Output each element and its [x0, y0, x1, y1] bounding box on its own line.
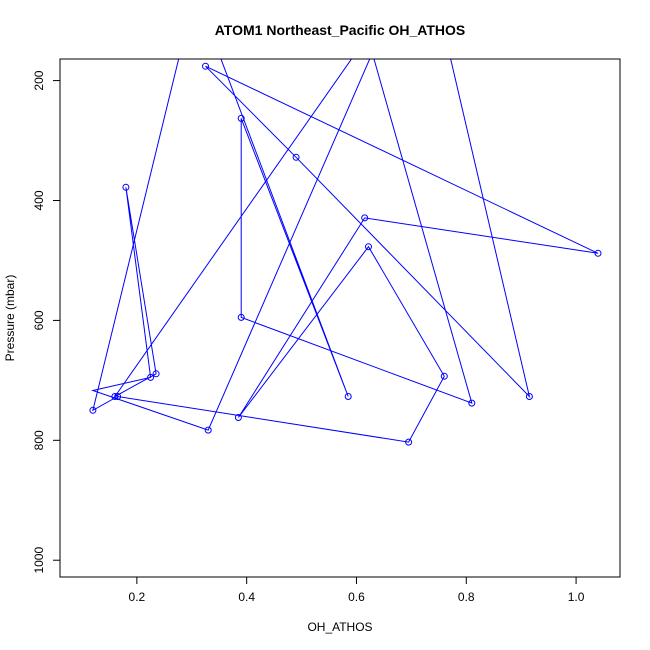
data-point [234, 414, 242, 421]
data-point [365, 243, 372, 251]
y-tick-label: 600 [32, 310, 46, 330]
x-tick-label: 1.0 [568, 590, 585, 604]
data-point [525, 393, 533, 400]
y-tick-label: 400 [32, 190, 46, 210]
data-point [122, 183, 130, 191]
chart-title: ATOM1 Northeast_Pacific OH_ATHOS [215, 22, 466, 38]
data-point [89, 406, 97, 414]
x-tick-label: 0.2 [129, 590, 146, 604]
series-line [91, 59, 599, 443]
data-point [111, 393, 119, 400]
data-point [468, 399, 476, 407]
x-tick-label: 0.6 [348, 590, 365, 604]
data-point [594, 249, 602, 257]
data-point [440, 372, 448, 380]
data-point [405, 438, 413, 446]
data-point [152, 370, 160, 378]
x-tick-label: 0.8 [458, 590, 475, 604]
data-point [147, 373, 155, 381]
data-point [237, 313, 245, 321]
x-axis-label: OH_ATHOS [307, 620, 372, 634]
data-point [361, 214, 369, 222]
axes-layer: 0.2 0.4 0.6 0.8 1.0 200 400 600 800 1000 [32, 70, 585, 604]
series-layer [89, 59, 602, 446]
y-tick-label: 200 [32, 70, 46, 90]
y-axis-label: Pressure (mbar) [3, 275, 17, 362]
y-tick-label: 800 [32, 430, 46, 450]
y-tick-label: 1000 [32, 547, 46, 574]
data-point [292, 153, 300, 161]
data-point [344, 393, 352, 400]
data-point [204, 426, 212, 434]
x-tick-label: 0.4 [238, 590, 255, 604]
data-point [237, 114, 245, 122]
data-point [202, 62, 209, 70]
data-point [114, 393, 122, 400]
plot-frame [59, 58, 621, 578]
